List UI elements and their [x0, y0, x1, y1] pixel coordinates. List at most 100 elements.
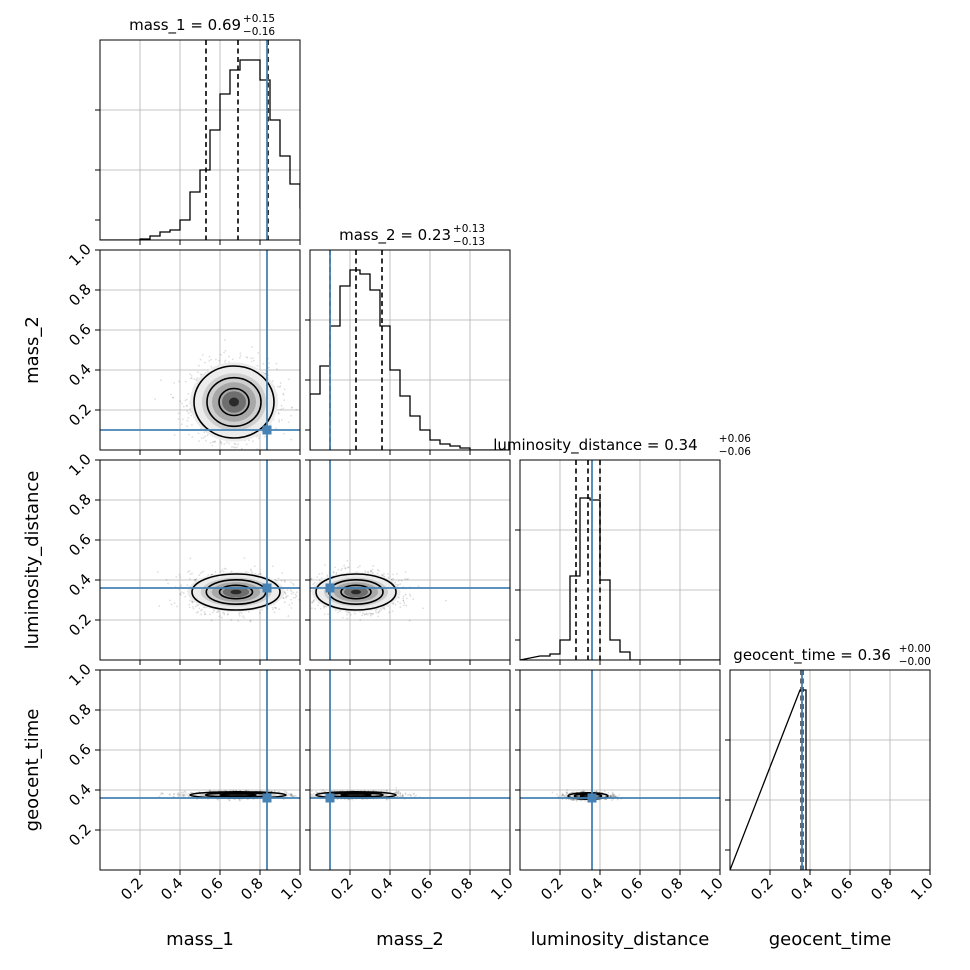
sample-point	[240, 612, 243, 615]
sample-point	[291, 406, 294, 409]
sample-point	[364, 613, 366, 616]
sample-point	[250, 569, 253, 572]
sample-point	[201, 571, 204, 574]
sample-point	[179, 593, 182, 596]
sample-point	[226, 613, 229, 616]
sample-point	[214, 358, 217, 361]
sample-point	[290, 607, 293, 609]
sample-point	[224, 359, 227, 362]
sample-point	[160, 379, 162, 382]
y-tick-label: 0.6	[65, 530, 95, 560]
sample-point	[326, 574, 329, 577]
sample-point	[168, 793, 171, 796]
sample-point	[257, 352, 259, 354]
sample-point	[381, 574, 384, 577]
sample-point	[175, 576, 178, 578]
sample-point	[392, 573, 395, 576]
sample-point	[306, 587, 308, 589]
sample-point	[283, 597, 285, 599]
sample-point	[371, 568, 374, 571]
sample-point	[344, 567, 347, 570]
sample-point	[346, 566, 349, 569]
sample-point	[176, 793, 179, 796]
sample-point	[173, 793, 176, 795]
sample-point	[311, 601, 313, 604]
sample-point	[346, 611, 349, 614]
sample-point	[346, 617, 349, 620]
sample-point	[290, 414, 292, 417]
sample-point	[211, 465, 213, 467]
sample-point	[190, 377, 193, 380]
sample-point	[402, 597, 405, 600]
sample-point	[445, 599, 447, 602]
sample-point	[193, 378, 196, 381]
sample-point	[307, 590, 309, 592]
sample-point	[228, 355, 230, 358]
sample-point	[195, 378, 198, 381]
sample-point	[224, 460, 226, 462]
panel-frame	[99, 459, 301, 661]
sample-point	[275, 362, 278, 365]
sample-point	[195, 578, 198, 580]
sample-point	[186, 410, 189, 413]
sample-point	[271, 380, 274, 382]
sample-point	[244, 451, 246, 453]
sample-point	[292, 591, 295, 594]
sample-point	[278, 420, 280, 423]
sample-point	[407, 577, 409, 580]
sample-point	[182, 794, 185, 797]
sample-point	[323, 564, 326, 566]
sample-point	[238, 614, 241, 617]
sample-point	[182, 793, 185, 796]
sample-point	[156, 571, 159, 574]
sample-point	[304, 588, 306, 590]
sample-point	[376, 572, 379, 575]
sample-point	[374, 609, 377, 612]
sample-point	[217, 798, 220, 801]
sample-point	[180, 591, 183, 594]
sample-point	[396, 573, 398, 575]
sample-point	[202, 436, 205, 439]
sample-point	[408, 593, 411, 596]
sample-point	[290, 590, 293, 593]
sample-point	[283, 601, 286, 604]
sample-point	[219, 571, 222, 573]
y-axis-label: luminosity_distance	[22, 471, 43, 650]
sample-point	[282, 393, 285, 396]
y-tick-label: 0.6	[65, 320, 95, 350]
sample-point	[194, 605, 197, 608]
sample-point	[313, 599, 316, 601]
sample-point	[250, 357, 252, 360]
sample-point	[370, 570, 373, 573]
y-tick-label: 0.8	[65, 280, 95, 310]
sample-point	[377, 610, 380, 613]
sample-point	[288, 378, 290, 381]
sample-point	[311, 601, 314, 604]
sample-point	[249, 568, 252, 571]
sample-point	[364, 570, 367, 572]
sample-point	[176, 792, 179, 795]
contour-line	[191, 573, 281, 611]
sample-point	[392, 603, 394, 605]
sample-point	[204, 613, 207, 616]
sample-point	[197, 364, 200, 367]
sample-point	[279, 385, 282, 387]
sample-point	[262, 362, 265, 365]
sample-point	[283, 790, 286, 793]
sample-point	[190, 414, 193, 417]
sample-point	[184, 380, 187, 383]
y-tick-label: 1.0	[65, 450, 95, 480]
title-upper-error: +0.13	[453, 223, 485, 235]
sample-point	[173, 434, 176, 436]
sample-point	[227, 451, 229, 453]
sample-point	[207, 574, 210, 576]
title-lower-error: −0.16	[243, 26, 275, 38]
sample-point	[290, 407, 293, 409]
sample-point	[221, 569, 223, 572]
sample-point	[238, 799, 241, 802]
sample-point	[371, 613, 374, 616]
panel-mass_1-mass_1: mass_1 = 0.69 +0.15−0.16	[95, 13, 301, 245]
sample-point	[221, 611, 224, 614]
sample-point	[170, 393, 172, 396]
sample-point	[335, 571, 338, 574]
